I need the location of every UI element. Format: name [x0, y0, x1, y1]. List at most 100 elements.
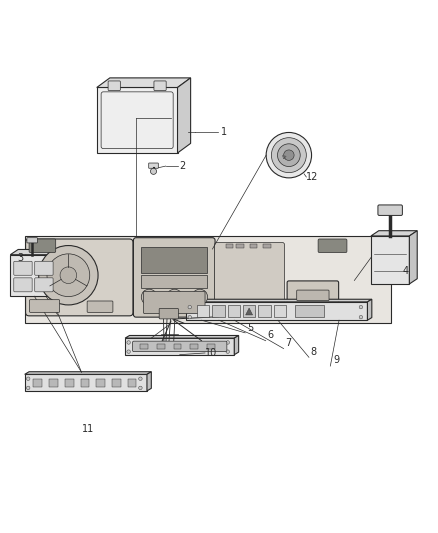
FancyBboxPatch shape: [29, 239, 56, 253]
FancyBboxPatch shape: [96, 379, 105, 386]
FancyBboxPatch shape: [141, 344, 148, 349]
FancyBboxPatch shape: [133, 341, 227, 352]
Polygon shape: [371, 231, 417, 236]
FancyBboxPatch shape: [212, 305, 225, 317]
Text: Vr: Vr: [282, 155, 287, 160]
Polygon shape: [25, 374, 147, 391]
Text: 7: 7: [286, 338, 292, 348]
FancyBboxPatch shape: [149, 163, 158, 168]
Circle shape: [284, 150, 294, 160]
Circle shape: [226, 350, 230, 353]
Text: 12: 12: [306, 172, 319, 182]
FancyBboxPatch shape: [318, 239, 347, 253]
Circle shape: [188, 305, 191, 309]
Text: 8: 8: [311, 346, 317, 357]
Polygon shape: [25, 372, 151, 374]
FancyBboxPatch shape: [378, 205, 403, 215]
Text: 10: 10: [205, 348, 217, 358]
Circle shape: [266, 133, 311, 178]
FancyBboxPatch shape: [134, 238, 215, 317]
Circle shape: [188, 316, 191, 319]
Polygon shape: [97, 87, 177, 153]
FancyBboxPatch shape: [159, 309, 178, 319]
Polygon shape: [371, 236, 410, 284]
Text: 4: 4: [403, 266, 409, 276]
Circle shape: [272, 138, 306, 173]
Text: 3: 3: [17, 253, 23, 263]
FancyBboxPatch shape: [14, 278, 32, 292]
Polygon shape: [367, 299, 372, 320]
Polygon shape: [97, 78, 191, 87]
Text: 11: 11: [81, 424, 94, 434]
FancyBboxPatch shape: [228, 305, 240, 317]
FancyBboxPatch shape: [287, 281, 339, 305]
Circle shape: [26, 386, 30, 390]
Polygon shape: [186, 299, 372, 302]
FancyBboxPatch shape: [14, 261, 32, 275]
Polygon shape: [246, 308, 253, 315]
FancyBboxPatch shape: [87, 301, 113, 312]
FancyBboxPatch shape: [207, 344, 215, 349]
FancyBboxPatch shape: [263, 244, 271, 248]
Text: 6: 6: [267, 330, 273, 341]
FancyBboxPatch shape: [29, 300, 60, 312]
FancyBboxPatch shape: [295, 305, 324, 317]
Polygon shape: [11, 249, 66, 255]
Circle shape: [278, 144, 300, 166]
Circle shape: [226, 341, 230, 344]
Polygon shape: [186, 302, 367, 320]
Circle shape: [127, 341, 131, 344]
Circle shape: [359, 305, 363, 309]
FancyBboxPatch shape: [144, 292, 205, 313]
FancyBboxPatch shape: [157, 344, 165, 349]
Text: 5: 5: [247, 322, 254, 333]
FancyBboxPatch shape: [65, 379, 74, 386]
FancyBboxPatch shape: [173, 344, 181, 349]
FancyBboxPatch shape: [197, 305, 209, 317]
Circle shape: [139, 386, 142, 390]
FancyBboxPatch shape: [190, 344, 198, 349]
Text: 2: 2: [180, 161, 186, 171]
FancyBboxPatch shape: [141, 275, 207, 288]
Circle shape: [60, 267, 77, 284]
Circle shape: [47, 254, 90, 296]
FancyBboxPatch shape: [49, 379, 58, 386]
FancyBboxPatch shape: [108, 81, 120, 91]
FancyBboxPatch shape: [81, 379, 89, 386]
FancyBboxPatch shape: [297, 290, 329, 301]
FancyBboxPatch shape: [250, 244, 258, 248]
Circle shape: [127, 350, 131, 353]
Polygon shape: [11, 255, 58, 296]
FancyBboxPatch shape: [35, 261, 53, 275]
FancyBboxPatch shape: [112, 379, 121, 386]
Circle shape: [141, 289, 157, 305]
Polygon shape: [58, 249, 66, 296]
Circle shape: [39, 246, 98, 305]
Circle shape: [166, 289, 182, 305]
Text: 1: 1: [221, 127, 227, 137]
FancyBboxPatch shape: [25, 239, 133, 316]
FancyBboxPatch shape: [27, 238, 37, 243]
FancyBboxPatch shape: [128, 379, 137, 386]
Circle shape: [192, 289, 208, 305]
FancyBboxPatch shape: [35, 278, 53, 292]
Circle shape: [150, 168, 156, 174]
Polygon shape: [125, 335, 239, 338]
FancyBboxPatch shape: [215, 243, 285, 314]
FancyBboxPatch shape: [226, 244, 233, 248]
FancyBboxPatch shape: [141, 247, 207, 273]
FancyBboxPatch shape: [237, 244, 244, 248]
Polygon shape: [147, 372, 151, 391]
FancyBboxPatch shape: [258, 305, 271, 317]
FancyBboxPatch shape: [274, 305, 286, 317]
Polygon shape: [410, 231, 417, 284]
FancyBboxPatch shape: [154, 81, 166, 91]
FancyBboxPatch shape: [243, 305, 255, 317]
Circle shape: [359, 316, 363, 319]
Polygon shape: [25, 236, 392, 323]
FancyBboxPatch shape: [33, 379, 42, 386]
Polygon shape: [125, 338, 234, 354]
Text: 9: 9: [333, 356, 339, 365]
Circle shape: [139, 377, 142, 381]
Circle shape: [26, 377, 30, 381]
